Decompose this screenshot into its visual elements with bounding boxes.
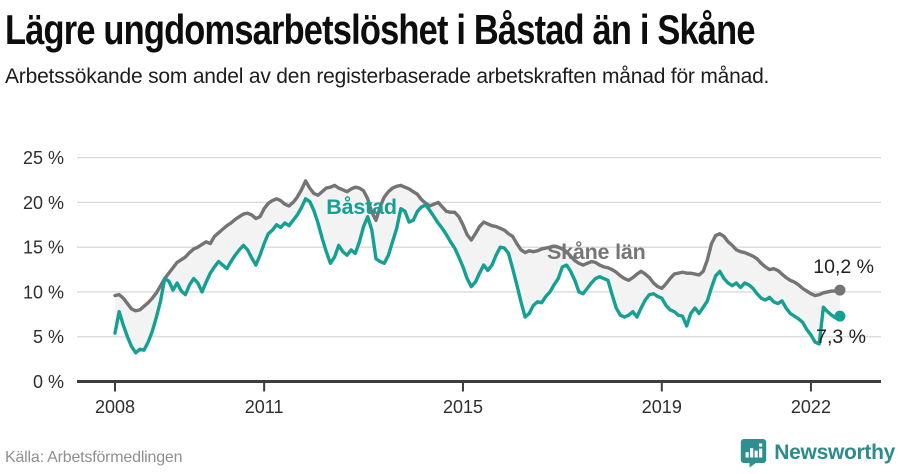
x-tick-label: 2011 — [245, 397, 284, 417]
fill-between-series — [115, 180, 840, 353]
series-end-value-label: 10,2 % — [813, 256, 874, 278]
source-note: Källa: Arbetsförmedlingen — [5, 449, 183, 466]
chart-subtitle: Arbetssökande som andel av den registerb… — [5, 65, 770, 88]
newsworthy-logo-link[interactable]: Newsworthy — [740, 438, 895, 468]
y-tick-label: 15 % — [23, 238, 64, 258]
page-title: Lägre ungdomsarbetslöshet i Båstad än i … — [5, 6, 756, 53]
series-name-label: Båstad — [326, 195, 397, 219]
y-tick-label: 10 % — [23, 282, 64, 302]
y-tick-label: 25 % — [23, 148, 64, 168]
x-tick-label: 2022 — [791, 397, 831, 417]
bar-chart-speech-bubble-icon — [741, 439, 767, 468]
brand-name: Newsworthy — [774, 441, 895, 464]
x-tick-label: 2008 — [95, 397, 135, 417]
series-end-value-label: 7,3 % — [816, 326, 866, 348]
y-tick-label: 5 % — [33, 327, 64, 347]
series-name-label: Skåne län — [547, 240, 646, 264]
series-end-dot — [834, 284, 846, 296]
x-tick-label: 2019 — [642, 397, 682, 417]
series-end-dot — [834, 310, 846, 322]
y-tick-label: 0 % — [33, 372, 64, 392]
x-tick-label: 2015 — [443, 397, 483, 417]
series-line — [113, 197, 842, 355]
series-line — [113, 179, 842, 313]
y-tick-label: 20 % — [23, 193, 64, 213]
